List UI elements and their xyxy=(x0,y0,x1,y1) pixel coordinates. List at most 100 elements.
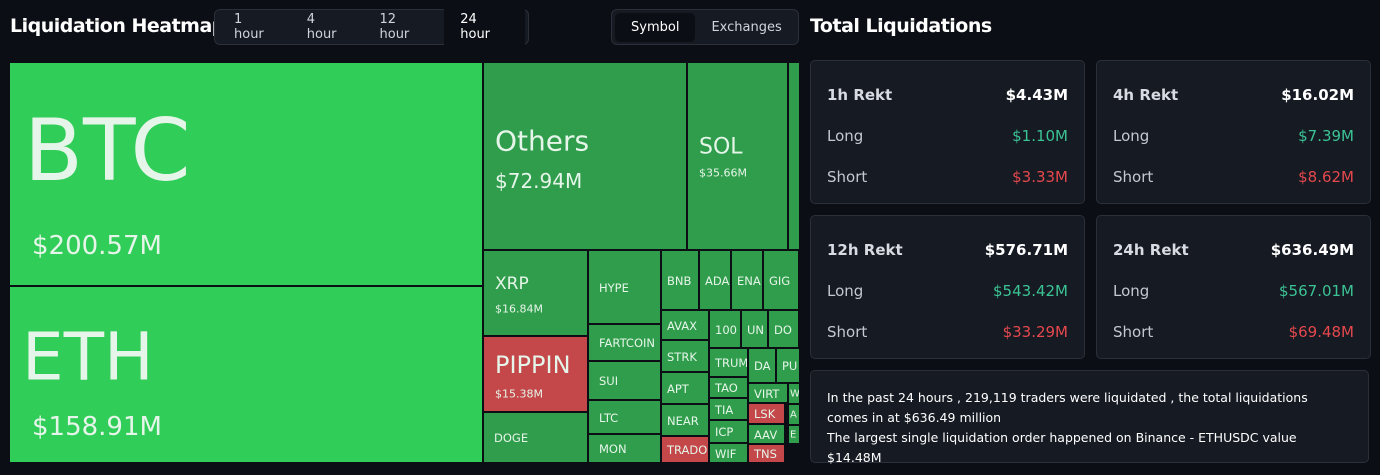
tile: FARTCOIN xyxy=(589,325,660,360)
heatmap: BTC $200.57M ETH $158.91M Others $72.94M SOL $3… xyxy=(10,63,800,463)
summary-title: Total Liquidations xyxy=(810,15,992,37)
tile-label: DOGE xyxy=(494,431,529,445)
tile: AAV xyxy=(749,425,784,443)
tile-label: WIF xyxy=(715,446,737,461)
tile-label: DO xyxy=(774,322,792,337)
tab[interactable]: 1 hour xyxy=(234,12,264,42)
card-row: Short $8.62M xyxy=(1113,168,1354,186)
tile: UN xyxy=(742,311,767,347)
tile-value: $15.38M xyxy=(495,387,543,401)
tile: TRADO xyxy=(662,437,708,462)
tile-label: LTC xyxy=(599,410,619,425)
tile: ICP xyxy=(710,421,747,442)
card-label: Short xyxy=(827,168,868,186)
tile-label: TAO xyxy=(715,381,738,395)
tile: TIA xyxy=(710,399,747,419)
tile-label: SUI xyxy=(599,374,619,388)
tile-label: 100 xyxy=(715,322,737,337)
card-row: 1h Rekt $4.43M xyxy=(827,86,1068,104)
card-row: Short $3.33M xyxy=(827,168,1068,186)
tile-label: LSK xyxy=(754,407,776,421)
tile: MON xyxy=(589,435,660,462)
card-label: Short xyxy=(1113,168,1154,186)
card-value: $543.42M xyxy=(993,282,1068,300)
card-value: $16.02M xyxy=(1281,86,1354,104)
card: 12h Rekt $576.71M Long $543.42M Short $33.29M xyxy=(810,215,1085,359)
tile-label: PIPPIN xyxy=(495,351,571,379)
card-label: 4h Rekt xyxy=(1113,86,1179,104)
card-value: $4.43M xyxy=(1005,86,1068,104)
tile: AVAX xyxy=(662,311,708,339)
tile-label: PU xyxy=(782,359,798,373)
time-tabs: 1 hour 4 hour 12 hour 24 hour xyxy=(214,5,529,49)
card-label: Short xyxy=(1113,323,1154,341)
tile-label: E xyxy=(790,429,797,441)
tile: E xyxy=(789,426,799,443)
tile-label: W xyxy=(790,388,799,400)
note-line: The largest single liquidation order hap… xyxy=(827,430,1297,465)
tile: SOL $35.66M xyxy=(688,63,787,249)
tile-label: ETH xyxy=(22,318,154,396)
tile-label: Others xyxy=(495,124,590,158)
tile: DOGE xyxy=(484,413,587,462)
tile-label: ICP xyxy=(715,425,734,439)
tab[interactable]: 24 hour xyxy=(444,5,525,49)
tile-value: $16.84M xyxy=(495,302,543,316)
card: 4h Rekt $16.02M Long $7.39M Short $8.62M xyxy=(1096,60,1371,204)
card-row: 4h Rekt $16.02M xyxy=(1113,86,1354,104)
tile-label: VIRT xyxy=(754,386,780,401)
tile-label: BNB xyxy=(667,273,692,288)
tile: SUI xyxy=(589,362,660,399)
tile-label: APT xyxy=(667,381,689,396)
card-label: 12h Rekt xyxy=(827,241,903,259)
tile-label: XRP xyxy=(495,274,529,294)
tile: W xyxy=(789,384,799,403)
tile-label: TIA xyxy=(715,402,734,417)
card: 1h Rekt $4.43M Long $1.10M Short $3.33M xyxy=(810,60,1085,204)
tile-label: AAV xyxy=(754,427,778,442)
tile-label: TRADO xyxy=(667,443,708,457)
tile-label: UN xyxy=(747,322,765,337)
card-row: Long $567.01M xyxy=(1113,282,1354,300)
tab[interactable]: Exchanges xyxy=(711,19,782,35)
tile: Others $72.94M xyxy=(484,63,686,249)
card-label: Short xyxy=(827,323,868,341)
card-label: 1h Rekt xyxy=(827,86,893,104)
tile: TAO xyxy=(710,378,747,397)
card: 24h Rekt $636.49M Long $567.01M Short $69.48M xyxy=(1096,215,1371,359)
card-label: Long xyxy=(827,127,864,145)
tile: NEAR xyxy=(662,405,708,435)
card-value: $576.71M xyxy=(984,241,1068,259)
card-value: $7.39M xyxy=(1298,127,1354,145)
tile-label: AVAX xyxy=(667,318,698,333)
tile-value: $200.57M xyxy=(32,231,162,261)
tile: BTC $200.57M xyxy=(10,63,482,285)
tab[interactable]: 12 hour xyxy=(379,12,410,42)
card-label: Long xyxy=(1113,282,1150,300)
card-row: 24h Rekt $636.49M xyxy=(1113,241,1354,259)
tile-label: ENA xyxy=(737,273,761,288)
card-label: Long xyxy=(1113,127,1150,145)
tile: LSK xyxy=(749,404,784,423)
tile: WIF xyxy=(710,444,747,462)
tile: 100 xyxy=(710,311,740,347)
tile: ENA xyxy=(732,251,762,309)
tile-value: $35.66M xyxy=(699,166,747,180)
tile: LTC xyxy=(589,401,660,433)
tile: HYPE xyxy=(589,251,660,323)
tab[interactable]: Symbol xyxy=(615,12,696,42)
card-value: $8.62M xyxy=(1298,168,1354,186)
card-label: Long xyxy=(827,282,864,300)
card-row: 12h Rekt $576.71M xyxy=(827,241,1068,259)
tab[interactable]: 4 hour xyxy=(306,12,337,42)
tile-label: DA xyxy=(754,359,771,373)
tile: DO xyxy=(769,311,798,347)
card-row: Long $543.42M xyxy=(827,282,1068,300)
card-value: $33.29M xyxy=(1002,323,1068,341)
card-value: $3.33M xyxy=(1012,168,1068,186)
summary-note: In the past 24 hours , 219,119 traders w… xyxy=(810,370,1369,465)
card-label: 24h Rekt xyxy=(1113,241,1189,259)
tile: VIRT xyxy=(749,384,787,402)
tile: TNS xyxy=(749,445,784,462)
